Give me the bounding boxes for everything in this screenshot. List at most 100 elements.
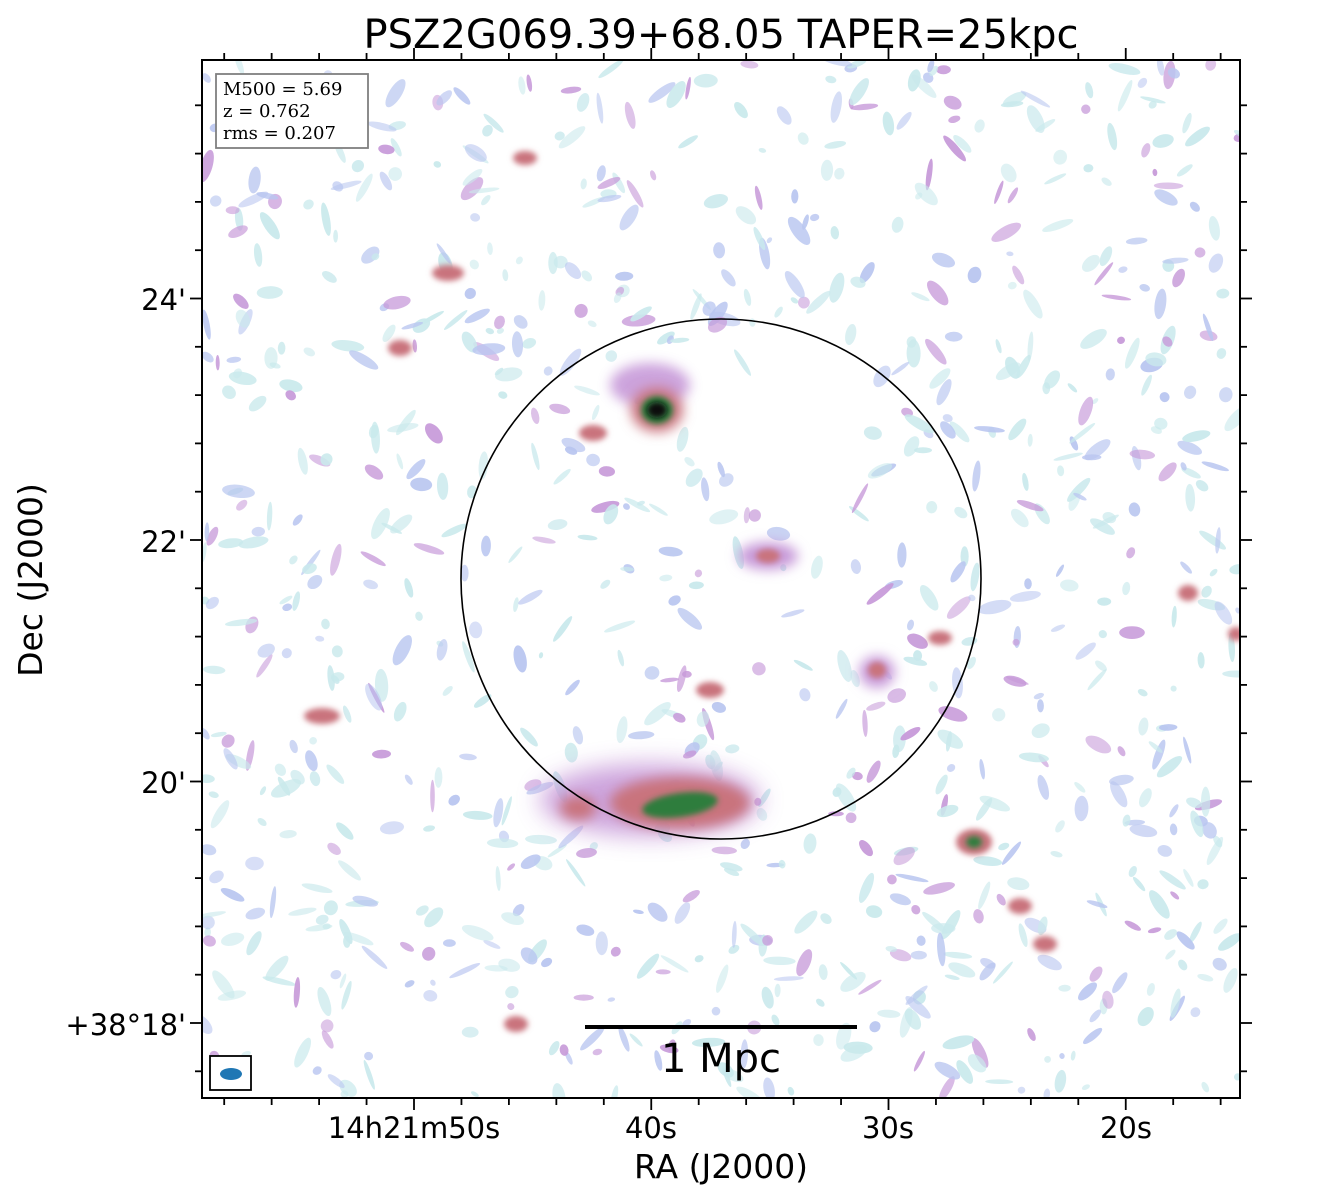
noise-blob: [1089, 1009, 1102, 1023]
noise-blob: [1156, 60, 1165, 76]
noise-blob: [925, 338, 947, 365]
noise-blob: [1152, 134, 1174, 148]
noise-blob: [1087, 669, 1107, 691]
noise-blob: [462, 641, 475, 673]
noise-blob: [209, 195, 222, 207]
noise-blob: [383, 295, 411, 310]
noise-blob: [1176, 164, 1193, 177]
noise-blob: [360, 551, 386, 567]
noise-blob: [202, 73, 211, 83]
noise-blob: [424, 907, 444, 928]
noise-blob: [600, 579, 611, 589]
noise-blob: [660, 955, 689, 973]
noise-blob: [1044, 173, 1067, 185]
noise-blob: [934, 1061, 961, 1080]
noise-blob: [1216, 288, 1230, 299]
noise-blob: [673, 712, 686, 723]
noise-blob: [442, 685, 453, 696]
noise-blob: [464, 144, 487, 162]
noise-blob: [279, 830, 297, 839]
noise-blob: [565, 859, 586, 887]
noise-blob: [887, 874, 897, 885]
noise-blob: [925, 158, 933, 191]
noise-blob: [1001, 841, 1022, 865]
noise-blob: [979, 758, 985, 780]
noise-blob: [1154, 189, 1178, 206]
noise-blob: [1053, 452, 1083, 461]
noise-blob: [253, 243, 263, 267]
noise-blob: [1101, 177, 1112, 186]
noise-blob: [906, 336, 917, 348]
noise-blob: [889, 893, 911, 906]
noise-blob: [1097, 597, 1112, 606]
noise-blob: [1128, 502, 1141, 517]
noise-blob: [636, 953, 660, 979]
noise-blob: [616, 716, 628, 744]
noise-blob: [498, 391, 508, 399]
noise-blob: [761, 986, 774, 1009]
noise-blob: [598, 60, 624, 79]
noise-blob: [515, 256, 523, 265]
noise-blob: [1085, 735, 1112, 754]
noise-blob: [320, 1019, 334, 1033]
noise-blob: [929, 65, 939, 77]
noise-blob: [596, 92, 604, 124]
noise-blob: [1138, 717, 1149, 736]
noise-blob: [796, 949, 813, 977]
noise-blob: [404, 774, 413, 785]
noise-blob: [654, 1050, 663, 1071]
noise-blob: [351, 160, 365, 173]
noise-blob: [740, 1039, 749, 1069]
noise-blob: [1027, 1028, 1036, 1041]
noise-blob: [462, 168, 483, 186]
noise-blob: [210, 731, 227, 738]
noise-blob: [885, 946, 898, 952]
noise-blob: [626, 180, 644, 208]
noise-blob: [1027, 331, 1034, 361]
noise-blob: [543, 366, 553, 376]
noise-blob: [511, 331, 524, 358]
noise-blob: [228, 225, 248, 239]
y-tick-label: +38°18': [65, 1008, 186, 1042]
noise-blob: [1112, 972, 1128, 994]
noise-blob: [858, 872, 875, 903]
noise-blob: [1229, 564, 1240, 575]
noise-blob: [235, 309, 251, 328]
noise-blob: [372, 749, 391, 759]
noise-blob: [703, 194, 728, 209]
noise-blob: [906, 619, 915, 631]
noise-blob: [238, 536, 269, 549]
noise-blob: [520, 947, 538, 965]
noise-blob: [225, 206, 240, 215]
noise-blob: [238, 191, 269, 208]
noise-blob: [256, 654, 273, 678]
noise-blob: [1117, 79, 1133, 112]
noise-blob: [991, 222, 1022, 242]
noise-blob: [1129, 824, 1158, 838]
noise-blob: [711, 1006, 721, 1016]
beam-ellipse: [220, 1068, 242, 1080]
noise-blob: [1215, 527, 1221, 554]
noise-blob: [1109, 774, 1134, 786]
noise-blob: [508, 546, 523, 563]
noise-blob: [766, 237, 773, 244]
noise-blob: [1137, 77, 1148, 88]
noise-blob: [1200, 786, 1211, 817]
noise-blob: [1007, 187, 1019, 204]
noise-blob: [236, 499, 248, 511]
noise-blob: [778, 859, 786, 869]
noise-blob: [436, 90, 452, 106]
noise-blob: [763, 956, 796, 966]
noise-blob: [722, 1066, 732, 1088]
noise-blob: [797, 132, 809, 145]
noise-blob: [1017, 1086, 1026, 1094]
noise-blob: [473, 694, 492, 708]
noise-blob: [327, 665, 335, 691]
noise-blob: [410, 477, 433, 492]
noise-blob: [558, 825, 584, 849]
noise-blob: [613, 292, 622, 303]
noise-blob: [632, 909, 644, 915]
noise-blob: [1042, 219, 1074, 232]
noise-blob: [850, 559, 862, 575]
scale-bar-label: 1 Mpc: [661, 1036, 781, 1082]
